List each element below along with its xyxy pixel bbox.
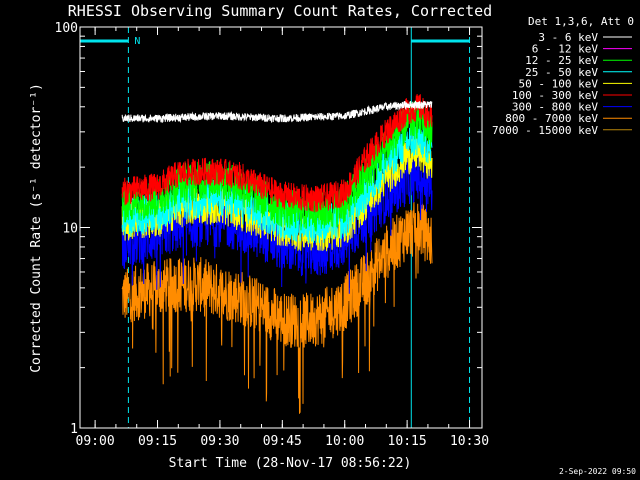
legend-label-0: 3 - 6 keV: [538, 31, 598, 44]
x-tick-label: 09:30: [200, 434, 239, 449]
legend-label-6: 300 - 800 keV: [512, 101, 598, 114]
axes: 09:00 09:15 09:30 09:45 10:00 10:15 10:30 1 10 10…: [55, 21, 490, 449]
legend-label-7: 800 - 7000 keV: [505, 112, 598, 125]
legend-title: Det 1,3,6, Att 0: [528, 15, 634, 28]
legend-label-5: 100 - 300 keV: [512, 89, 598, 102]
chart-title: RHESSI Observing Summary Count Rates, Co…: [68, 2, 492, 20]
series-line-0: [121, 100, 433, 124]
y-axis-label: Corrected Count Rate (s⁻¹ detector⁻¹): [29, 83, 44, 373]
legend-label-8: 7000 - 15000 keV: [492, 124, 598, 137]
series-line-7: [121, 201, 433, 414]
legend-label-1: 6 - 12 keV: [532, 43, 599, 56]
x-tick-label: 10:15: [388, 434, 427, 449]
plot-area: N: [79, 27, 471, 428]
legend-label-2: 12 - 25 keV: [525, 54, 598, 67]
series-line-5: [121, 93, 433, 213]
legend-label-4: 50 - 100 keV: [519, 77, 599, 90]
generation-timestamp: 2-Sep-2022 09:50: [559, 467, 636, 476]
y-tick-label: 10: [62, 222, 78, 237]
legend-label-3: 25 - 50 keV: [525, 66, 598, 79]
x-tick-label: 09:15: [138, 434, 177, 449]
night-marker-label: N: [134, 36, 140, 47]
x-tick-label: 10:00: [325, 434, 364, 449]
x-tick-label: 09:00: [76, 434, 115, 449]
y-tick-label: 100: [55, 21, 78, 36]
x-tick-label: 10:30: [450, 434, 489, 449]
series-line-2: [121, 99, 433, 232]
x-tick-label: 09:45: [263, 434, 302, 449]
x-axis-label: Start Time (28-Nov-17 08:56:22): [169, 456, 412, 471]
y-tick-label: 1: [70, 422, 78, 437]
